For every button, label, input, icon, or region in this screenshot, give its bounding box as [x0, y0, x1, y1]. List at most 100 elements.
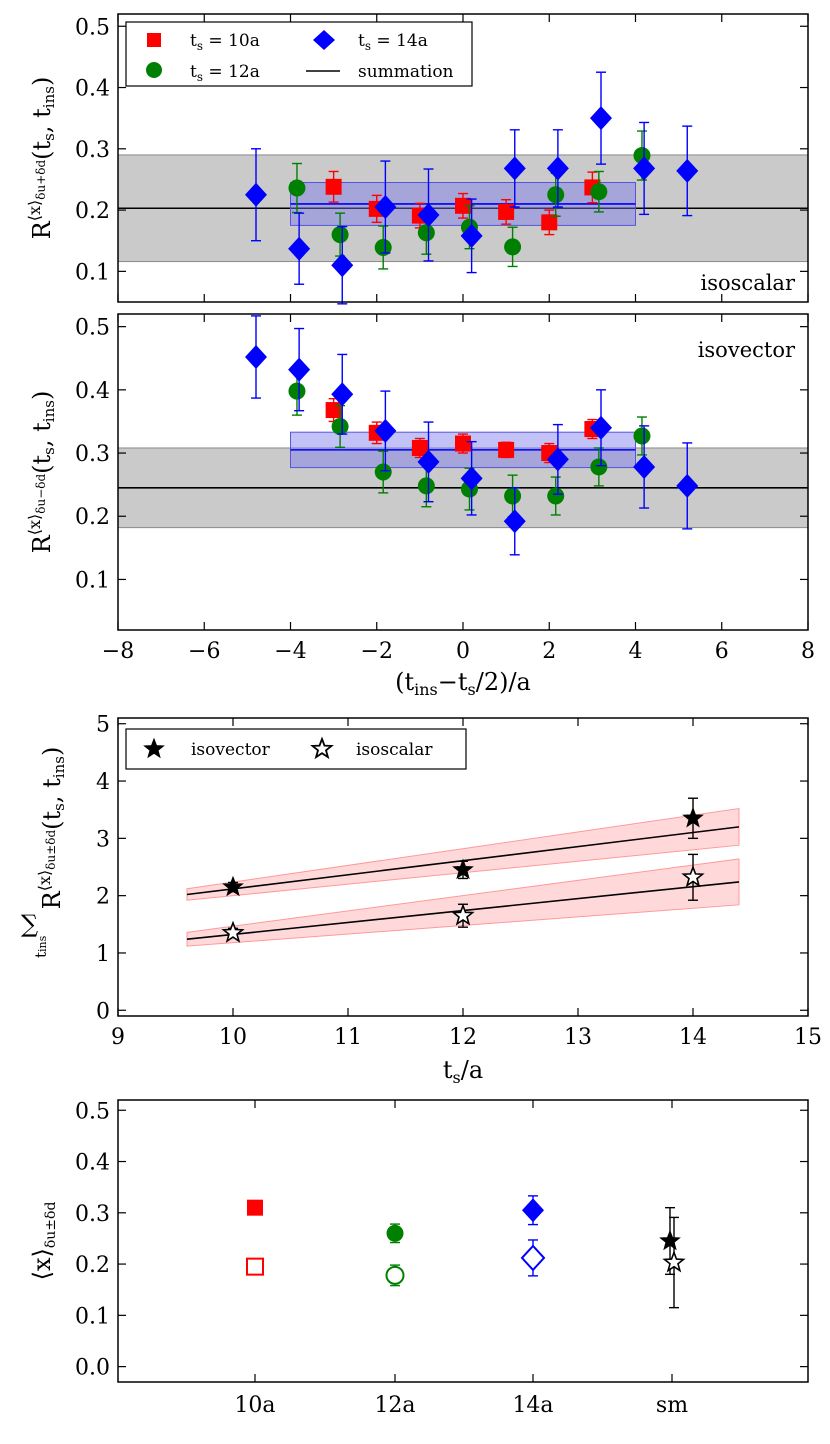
ts14-point [546, 447, 569, 472]
x-tick-label: 9 [111, 1025, 125, 1050]
x-tick-label: 12a [374, 1393, 415, 1418]
x-tick-label: −2 [361, 639, 393, 664]
ts14-point [633, 156, 656, 181]
y-tick-label: 3 [96, 827, 110, 852]
y-tick-label: 0.4 [75, 1151, 110, 1176]
isovector-point-14a [522, 1198, 544, 1223]
ts14-point [245, 182, 267, 207]
x-tick-label: 0 [456, 639, 470, 664]
isovector-point-12a [386, 1224, 404, 1242]
ts12-point [288, 179, 306, 197]
x-tick-label: 8 [801, 639, 815, 664]
panel-isovector-ratio: 0.1 0.2 0.3 0.4 0.5 −8 −6 −4 −2 0 2 4 6 8 isovector R… [25, 313, 815, 699]
ts14-point [417, 202, 440, 227]
ts10-point [498, 441, 515, 458]
x-tick-label: 13 [564, 1025, 592, 1050]
ts14-point [331, 382, 354, 407]
ts14-point [676, 473, 699, 498]
y-tick-label: 0.2 [75, 199, 110, 224]
x-axis-label: ts/a [443, 1056, 483, 1087]
legend-marker-ts14 [313, 30, 335, 50]
x-tick-label: −8 [102, 639, 134, 664]
y-tick-label: 5 [96, 713, 110, 738]
y-tick-label: 0.3 [75, 1202, 110, 1227]
y-tick-label: 0.1 [75, 568, 110, 593]
ts14-point [374, 195, 397, 220]
ts12-point [547, 186, 565, 204]
svg-text:tins: tins [32, 935, 50, 958]
y-tick-label: 4 [96, 770, 110, 795]
legend-label-isoscalar: isoscalar [356, 740, 433, 760]
y-tick-label: 0.4 [75, 379, 110, 404]
y-tick-label: 1 [96, 942, 110, 967]
ts14-point [460, 466, 483, 491]
x-tick-label: −6 [188, 639, 220, 664]
y-tick-label: 0.2 [75, 1253, 110, 1278]
ts12-point [417, 224, 435, 242]
x-tick-label: 14 [679, 1025, 707, 1050]
ts12-point [504, 487, 522, 505]
y-axis-label: R⟨x⟩δu−δd(ts, tins) [25, 391, 58, 554]
legend-label-isovector: isovector [191, 740, 271, 760]
ts12-point [504, 238, 522, 256]
x-axis-label: (tins−ts/2)/a [395, 668, 531, 699]
y-tick-label: 0.5 [75, 1099, 110, 1124]
x-tick-label: 12 [449, 1025, 477, 1050]
ts10-point [455, 435, 471, 452]
legend-label-ts10: ts = 10a [190, 31, 260, 53]
y-axis-label: R⟨x⟩δu+δd(ts, tins) [25, 77, 58, 240]
plot-frame [117, 1099, 809, 1383]
ts14-point [676, 158, 699, 183]
ts14-point [633, 454, 656, 479]
ts14-point [460, 223, 483, 248]
ts14-point [245, 344, 267, 369]
legend: ts = 10a ts = 12a ts = 14a summation [125, 21, 473, 87]
ts14-point [417, 449, 440, 474]
y-axis-label: ∑ tins R⟨x⟩δu±δd(ts, tins) [21, 747, 68, 958]
ts14-point [288, 236, 311, 261]
y-tick-label: 0.0 [75, 1356, 110, 1381]
ts14-point [288, 357, 311, 382]
ts10-point [498, 203, 515, 220]
y-tick-label: 0.5 [75, 15, 110, 40]
ts14-point [331, 253, 354, 278]
ts12-point [331, 226, 349, 244]
svg-text:∑: ∑ [21, 910, 38, 938]
legend-marker-ts10 [147, 33, 161, 47]
legend-marker-ts12 [146, 62, 162, 78]
annotation-isovector: isovector [698, 338, 796, 362]
isovector-point-sm [659, 1229, 681, 1251]
legend-marker-isoscalar [310, 736, 334, 760]
y-tick-label: 0.5 [75, 316, 110, 341]
legend: isovector isoscalar [125, 728, 467, 770]
x-tick-label: 4 [629, 639, 643, 664]
ts10-point [325, 402, 342, 419]
ts10-point [325, 178, 342, 195]
ts14-point [374, 418, 397, 443]
ts14-point [590, 415, 612, 440]
isoscalar-point-12a [385, 1265, 405, 1285]
x-tick-label: sm [656, 1393, 688, 1418]
x-tick-label: 10 [219, 1025, 247, 1050]
y-axis-label: ⟨x⟩δu±δd [28, 1202, 59, 1281]
y-tick-label: 2 [96, 885, 110, 910]
ts14-point [503, 156, 526, 181]
y-tick-label: 0.1 [75, 1304, 110, 1329]
annotation-isoscalar: isoscalar [701, 271, 796, 295]
ts12-point [374, 238, 392, 256]
isovector-point [222, 875, 244, 897]
panel-final-results: 0.0 0.1 0.2 0.3 0.4 0.5 10a 12a 14a sm ⟨x⟩δu±δd [28, 1099, 809, 1418]
ts12-point [590, 458, 608, 476]
x-tick-label: 14a [512, 1393, 553, 1418]
y-tick-label: 0.3 [75, 138, 110, 163]
isoscalar-point-sm [662, 1250, 686, 1273]
ts12-point [288, 382, 306, 400]
panel-isoscalar-ratio: 0.1 0.2 0.3 0.4 0.5 isoscalar ts = 10a ts = … [25, 13, 809, 305]
legend-label-ts14: ts = 14a [358, 31, 428, 53]
ts12-point [331, 417, 349, 435]
x-tick-label: 6 [715, 639, 729, 664]
y-tick-label: 0 [96, 999, 110, 1024]
isovector-point [682, 806, 704, 828]
ts12-point [417, 477, 435, 495]
